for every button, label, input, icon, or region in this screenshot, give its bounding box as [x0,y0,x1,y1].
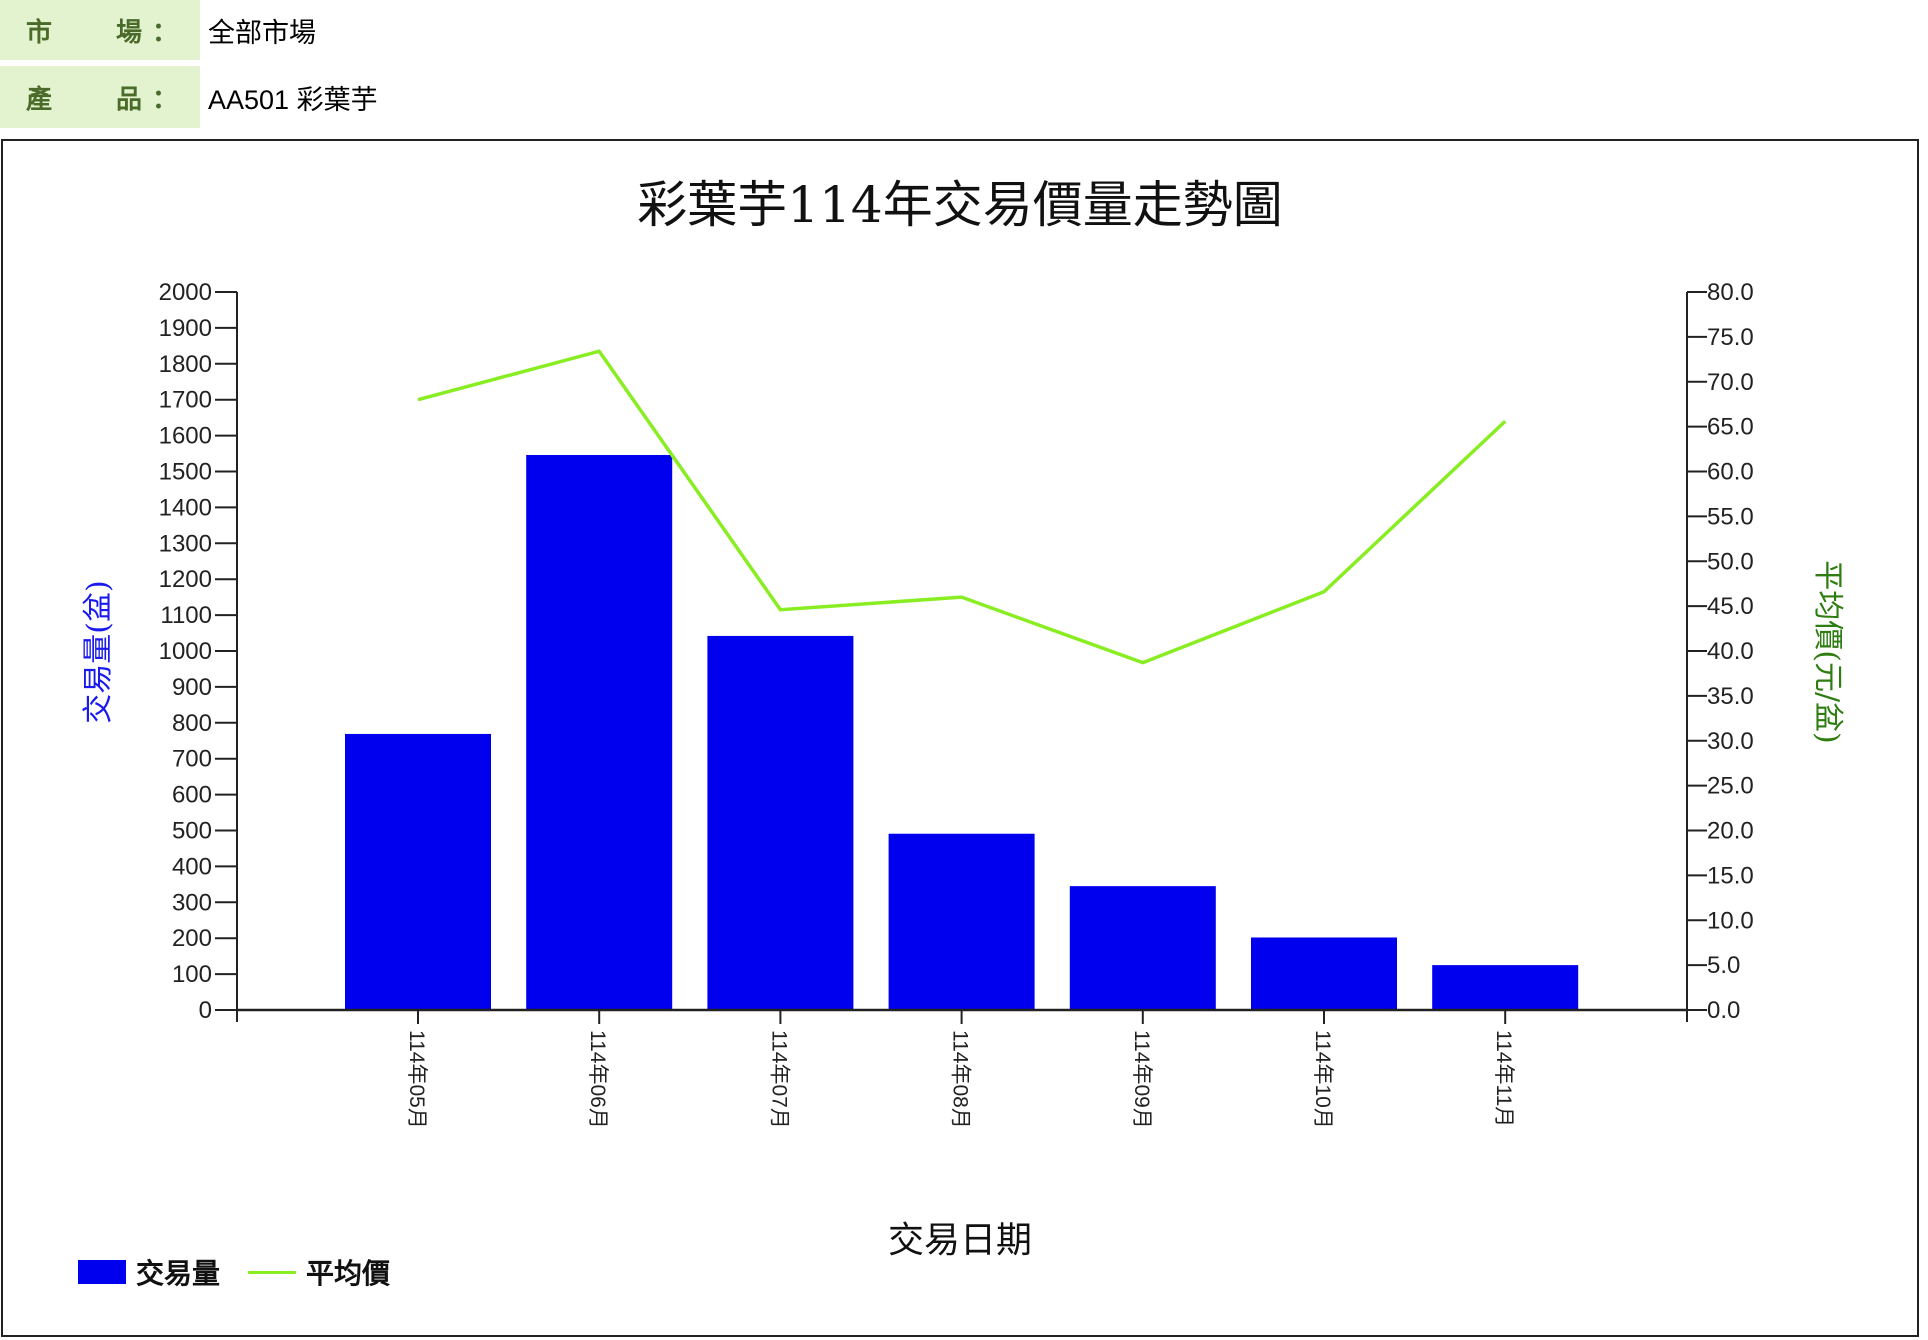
x-axis-tick-label: 114年06月 [586,1030,609,1129]
product-filter-row: 產 品 ： AA501 彩葉芋 [0,66,378,128]
product-label-char-2: 品 [116,83,143,114]
chart-title: 彩葉芋114年交易價量走勢圖 [637,176,1282,234]
right-axis-title: 平均價(元/盆) [1810,560,1845,744]
chart-legend: 交易量 平均價 [78,1256,390,1290]
right-axis-tick-label: 80.0 [1707,279,1754,306]
right-axis-tick-label: 15.0 [1707,862,1754,889]
legend-price-label: 平均價 [306,1257,391,1290]
left-axis-tick-label: 1000 [159,638,212,665]
left-axis-tick-label: 1800 [159,351,212,378]
right-axis-tick-label: 70.0 [1707,369,1754,396]
x-axis-tick-label: 114年11月 [1492,1030,1515,1127]
right-axis-tick-label: 35.0 [1707,683,1754,710]
legend-price-swatch [248,1270,297,1274]
left-axis-tick-label: 600 [172,782,212,809]
left-axis-tick-label: 1600 [159,423,212,450]
left-axis-tick-label: 1500 [159,459,212,486]
right-axis-tick-label: 5.0 [1707,952,1740,979]
right-axis-tick-label: 55.0 [1707,503,1754,530]
x-axis: 114年05月 114年06月 114年07月 114年08月 114年09月 114年1… [237,1008,1687,1129]
market-value: 全部市場 [208,17,316,48]
left-axis-tick-label: 900 [172,674,212,701]
right-axis-tick-label: 0.0 [1707,997,1740,1024]
right-axis-tick-label: 50.0 [1707,548,1754,575]
x-axis-tick-label: 114年07月 [767,1030,790,1129]
left-axis-tick-label: 1900 [159,315,212,342]
right-axis-tick-label: 40.0 [1707,638,1754,665]
left-axis-title: 交易量(盆) [81,580,116,723]
volume-bar [707,635,854,1010]
right-axis-tick-label: 30.0 [1707,728,1754,755]
x-axis-tick-label: 114年05月 [405,1030,428,1129]
volume-bars [345,454,1579,1011]
product-value: AA501 彩葉芋 [208,84,378,115]
right-axis-tick-label: 20.0 [1707,818,1754,845]
volume-bar [888,833,1035,1010]
left-axis-tick-label: 200 [172,925,212,952]
x-axis-tick-label: 114年08月 [949,1030,972,1129]
volume-bar [345,733,491,1010]
left-axis: 0 100 200 300 400 500 600 700 800 900 1000 1100 1200… [159,279,238,1024]
market-label-char-1: 市 [26,16,53,47]
chart-frame [1,139,1919,1337]
left-axis-tick-label: 1200 [159,566,212,593]
right-axis-tick-label: 75.0 [1707,324,1754,351]
right-axis-tick-label: 25.0 [1707,773,1754,800]
product-label: 產 品 ： [0,66,200,128]
left-axis-tick-label: 400 [172,853,212,880]
volume-bar [1432,965,1579,1010]
market-filter-row: 市 場 ： 全部市場 [0,0,316,60]
x-axis-tick-label: 114年10月 [1311,1030,1334,1129]
left-axis-tick-label: 700 [172,746,212,773]
left-axis-tick-label: 1100 [160,602,212,629]
volume-bar [1251,937,1397,1010]
volume-bar [1069,886,1216,1010]
left-axis-tick-label: 1300 [159,530,212,557]
product-label-colon: ： [152,83,179,114]
left-axis-tick-label: 1700 [159,387,212,414]
right-axis: 0.0 5.0 10.0 15.0 20.0 25.0 30.0 35.0 40.0 45.0 50… [1686,279,1754,1024]
right-axis-tick-label: 60.0 [1707,459,1754,486]
left-axis-tick-label: 0 [199,997,212,1024]
volume-bar [526,454,673,1011]
market-label-char-2: 場 [116,16,143,47]
left-axis-tick-label: 2000 [159,279,212,306]
right-axis-tick-label: 10.0 [1707,907,1754,934]
product-label-char-1: 產 [26,83,53,114]
legend-volume-swatch [78,1260,126,1284]
x-axis-tick-label: 114年09月 [1130,1030,1153,1129]
left-axis-tick-label: 100 [172,961,212,988]
left-axis-tick-label: 300 [172,889,212,916]
left-axis-tick-label: 500 [172,818,212,845]
market-label: 市 場 ： [0,0,200,60]
right-axis-tick-label: 45.0 [1707,593,1754,620]
right-axis-tick-label: 65.0 [1707,414,1754,441]
x-axis-title: 交易日期 [888,1220,1032,1261]
left-axis-tick-label: 1400 [159,494,212,521]
legend-volume-label: 交易量 [136,1257,221,1290]
price-line [417,349,1507,665]
market-label-colon: ： [152,16,179,47]
left-axis-tick-label: 800 [172,710,212,737]
